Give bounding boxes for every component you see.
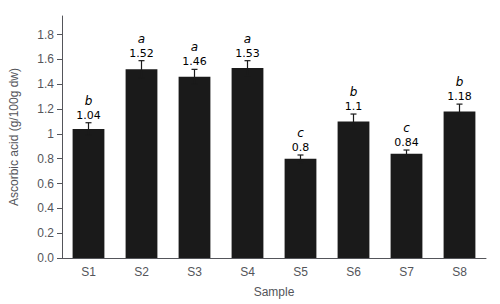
svg-text:Sample: Sample <box>254 285 295 299</box>
svg-text:1.2: 1.2 <box>37 102 54 116</box>
svg-text:1.53: 1.53 <box>235 47 260 60</box>
svg-text:1.6: 1.6 <box>37 52 54 66</box>
svg-text:1: 1 <box>47 127 54 141</box>
svg-text:S3: S3 <box>187 265 202 279</box>
svg-text:b: b <box>350 85 358 99</box>
svg-text:1.04: 1.04 <box>76 109 101 122</box>
svg-text:0.4: 0.4 <box>37 201 54 215</box>
svg-text:b: b <box>85 94 93 108</box>
svg-text:c: c <box>297 126 304 140</box>
svg-text:c: c <box>403 121 410 135</box>
svg-text:1.4: 1.4 <box>37 77 54 91</box>
svg-text:0.2: 0.2 <box>37 226 54 240</box>
svg-text:0.8: 0.8 <box>37 152 54 166</box>
svg-text:0.0: 0.0 <box>37 251 54 265</box>
svg-text:b: b <box>456 75 464 89</box>
svg-text:1.1: 1.1 <box>345 100 363 113</box>
svg-text:Ascorbic acid (g/100g dw): Ascorbic acid (g/100g dw) <box>7 68 21 206</box>
svg-text:a: a <box>138 32 145 46</box>
svg-text:0.84: 0.84 <box>394 136 419 149</box>
svg-text:0.6: 0.6 <box>37 177 54 191</box>
svg-text:1.18: 1.18 <box>447 90 472 103</box>
svg-text:S6: S6 <box>346 265 361 279</box>
svg-text:1.46: 1.46 <box>182 55 207 68</box>
svg-text:S8: S8 <box>452 265 467 279</box>
svg-text:S7: S7 <box>399 265 414 279</box>
svg-text:a: a <box>191 40 198 54</box>
svg-text:S4: S4 <box>240 265 255 279</box>
svg-text:1.52: 1.52 <box>129 47 154 60</box>
svg-text:S5: S5 <box>293 265 308 279</box>
svg-text:1.8: 1.8 <box>37 28 54 42</box>
svg-text:0.8: 0.8 <box>292 141 310 154</box>
svg-text:S2: S2 <box>134 265 149 279</box>
svg-text:S1: S1 <box>81 265 96 279</box>
svg-text:a: a <box>244 32 251 46</box>
